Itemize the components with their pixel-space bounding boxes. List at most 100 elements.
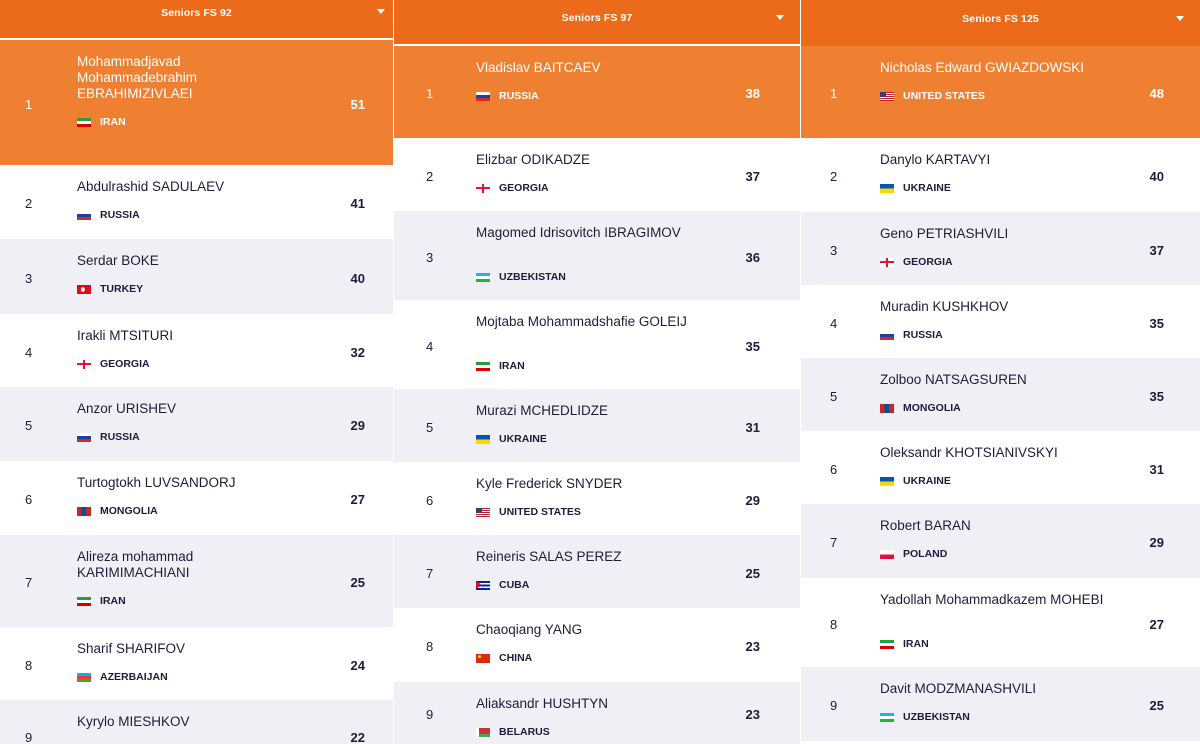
country-label: MONGOLIA (880, 402, 961, 414)
ranking-row[interactable]: 4 Mojtaba Mohammadshafie GOLEIJ IRAN 35 (394, 300, 800, 389)
ukraine-flag-icon (880, 476, 894, 486)
ranking-row[interactable]: 7 Alireza mohammad KARIMIMACHIANI IRAN 25 (0, 535, 393, 627)
wrestler-name[interactable]: Abdulrashid SADULAEV (77, 179, 225, 194)
wrestler-name[interactable]: Anzor URISHEV (77, 401, 177, 416)
wrestler-name[interactable]: Kyrylo MIESHKOV (77, 714, 190, 729)
rank-number: 9 (426, 707, 434, 722)
ranking-row[interactable]: 5 Murazi MCHEDLIDZE UKRAINE 31 (394, 389, 800, 462)
country-name: CUBA (499, 579, 530, 591)
russia-flag-icon (476, 91, 490, 101)
wrestler-name[interactable]: Davit MODZMANASHVILI (880, 681, 1037, 696)
ranking-row[interactable]: 4 Irakli MTSITURI GEORGIA 32 (0, 314, 393, 387)
ranking-row[interactable]: 7 Reineris SALAS PEREZ CUBA 25 (394, 535, 800, 608)
wrestler-name[interactable]: Serdar BOKE (77, 253, 159, 268)
ranking-row[interactable]: 6 Kyle Frederick SNYDER UNITED STATES 29 (394, 462, 800, 535)
country-name: RUSSIA (499, 90, 539, 102)
ranking-row[interactable]: 6 Turtogtokh LUVSANDORJ MONGOLIA 27 (0, 461, 393, 535)
weight-class-dropdown[interactable]: Seniors FS 92 (0, 0, 393, 38)
rank-number: 4 (830, 316, 838, 331)
country-name: CHINA (499, 652, 533, 664)
russia-flag-icon (77, 210, 91, 220)
ranking-points: 36 (745, 250, 760, 265)
rank-number: 6 (426, 493, 434, 508)
country-label: GEORGIA (880, 256, 953, 268)
ranking-row[interactable]: 1 Vladislav BAITCAEV RUSSIA 38 (394, 46, 800, 138)
wrestler-name[interactable]: Magomed Idrisovitch IBRAGIMOV (476, 225, 681, 240)
ranking-panel-fs97: Seniors FS 97 1 Vladislav BAITCAEV RUSSIA 3… (394, 0, 800, 744)
georgia-flag-icon (77, 359, 91, 369)
wrestler-name[interactable]: Mojtaba Mohammadshafie GOLEIJ (476, 314, 687, 329)
wrestler-name[interactable]: Turtogtokh LUVSANDORJ (77, 475, 236, 490)
ranking-row[interactable]: 4 Muradin KUSHKHOV RUSSIA 35 (801, 285, 1200, 358)
weight-class-dropdown[interactable]: Seniors FS 125 (801, 0, 1200, 46)
country-name: UKRAINE (903, 182, 951, 194)
ranking-points: 25 (350, 575, 365, 590)
weight-class-dropdown[interactable]: Seniors FS 97 (394, 0, 800, 44)
wrestler-name[interactable]: Sharif SHARIFOV (77, 641, 186, 656)
ranking-row[interactable]: 9 Kyrylo MIESHKOV 22 (0, 700, 393, 744)
ranking-points: 41 (350, 196, 365, 211)
country-label: IRAN (77, 116, 126, 128)
country-label: IRAN (880, 638, 929, 650)
wrestler-name[interactable]: Kyle Frederick SNYDER (476, 476, 623, 491)
ranking-row[interactable]: 3 Geno PETRIASHVILI GEORGIA 37 (801, 212, 1200, 285)
ranking-row[interactable]: 1 Nicholas Edward GWIAZDOWSKI UNITED STATE… (801, 46, 1200, 138)
ranking-row[interactable]: 8 Sharif SHARIFOV AZERBAIJAN 24 (0, 627, 393, 700)
rank-number: 2 (426, 169, 434, 184)
weight-class-title: Seniors FS 97 (561, 12, 633, 24)
wrestler-name[interactable]: Muradin KUSHKHOV (880, 299, 1009, 314)
country-label: MONGOLIA (77, 505, 158, 517)
ranking-row[interactable]: 2 Elizbar ODIKADZE GEORGIA 37 (394, 138, 800, 211)
country-name: UNITED STATES (903, 90, 985, 102)
rank-number: 8 (25, 658, 33, 673)
ranking-row[interactable]: 2 Danylo KARTAVYI UKRAINE 40 (801, 138, 1200, 212)
wrestler-name[interactable]: Geno PETRIASHVILI (880, 226, 1009, 241)
ranking-row[interactable]: 5 Zolboo NATSAGSUREN MONGOLIA 35 (801, 358, 1200, 431)
country-name: MONGOLIA (903, 402, 961, 414)
wrestler-name[interactable]: Elizbar ODIKADZE (476, 152, 591, 167)
ranking-row[interactable]: 6 Oleksandr KHOTSIANIVSKYI UKRAINE 31 (801, 431, 1200, 504)
iran-flag-icon (880, 639, 894, 649)
ranking-row[interactable]: 3 Magomed Idrisovitch IBRAGIMOV UZBEKISTAN… (394, 211, 800, 300)
rank-number: 5 (25, 418, 33, 433)
ranking-row[interactable]: 7 Robert BARAN POLAND 29 (801, 504, 1200, 578)
russia-flag-icon (77, 432, 91, 442)
ranking-row[interactable]: 8 Chaoqiang YANG CHINA 23 (394, 608, 800, 682)
ranking-row[interactable]: 9 Davit MODZMANASHVILI UZBEKISTAN 25 (801, 667, 1200, 741)
ranking-row[interactable]: 8 Yadollah Mohammadkazem MOHEBI IRAN 27 (801, 578, 1200, 667)
rank-number: 4 (426, 339, 434, 354)
country-label: AZERBAIJAN (77, 671, 168, 683)
wrestler-name[interactable]: Chaoqiang YANG (476, 622, 583, 637)
rank-number: 7 (426, 566, 434, 581)
uzbekistan-flag-icon (880, 712, 894, 722)
country-label: UNITED STATES (880, 90, 985, 102)
country-name: AZERBAIJAN (100, 671, 168, 683)
wrestler-name[interactable]: Irakli MTSITURI (77, 328, 173, 343)
ranking-points: 23 (745, 707, 760, 722)
mongolia-flag-icon (77, 506, 91, 516)
wrestler-name[interactable]: Oleksandr KHOTSIANIVSKYI (880, 445, 1058, 460)
ranking-points: 40 (1149, 169, 1164, 184)
wrestler-name[interactable]: Aliaksandr HUSHTYN (476, 696, 609, 711)
wrestler-name[interactable]: Zolboo NATSAGSUREN (880, 372, 1027, 387)
wrestler-name[interactable]: Alireza mohammad KARIMIMACHIANI (77, 549, 194, 580)
ranking-points: 38 (745, 86, 760, 101)
ranking-row[interactable]: 1 Mohammadjavad Mohammadebrahim EBRAHIMIZ… (0, 40, 393, 165)
wrestler-name[interactable]: Mohammadjavad Mohammadebrahim EBRAHIMIZI… (77, 54, 198, 101)
turkey-flag-icon (77, 284, 91, 294)
ranking-row[interactable]: 3 Serdar BOKE TURKEY 40 (0, 239, 393, 314)
ranking-row[interactable]: 9 Aliaksandr HUSHTYN BELARUS 23 (394, 682, 800, 744)
wrestler-name[interactable]: Yadollah Mohammadkazem MOHEBI (880, 592, 1104, 607)
wrestler-name[interactable]: Murazi MCHEDLIDZE (476, 403, 609, 418)
rank-number: 1 (426, 86, 434, 101)
wrestler-name[interactable]: Nicholas Edward GWIAZDOWSKI (880, 60, 1085, 75)
rank-number: 8 (426, 639, 434, 654)
ranking-points: 35 (745, 339, 760, 354)
wrestler-name[interactable]: Vladislav BAITCAEV (476, 60, 601, 75)
wrestler-name[interactable]: Danylo KARTAVYI (880, 152, 991, 167)
ranking-row[interactable]: 5 Anzor URISHEV RUSSIA 29 (0, 387, 393, 461)
wrestler-name[interactable]: Robert BARAN (880, 518, 971, 533)
ranking-row[interactable]: 2 Abdulrashid SADULAEV RUSSIA 41 (0, 165, 393, 239)
country-name: UZBEKISTAN (499, 271, 566, 283)
wrestler-name[interactable]: Reineris SALAS PEREZ (476, 549, 622, 564)
